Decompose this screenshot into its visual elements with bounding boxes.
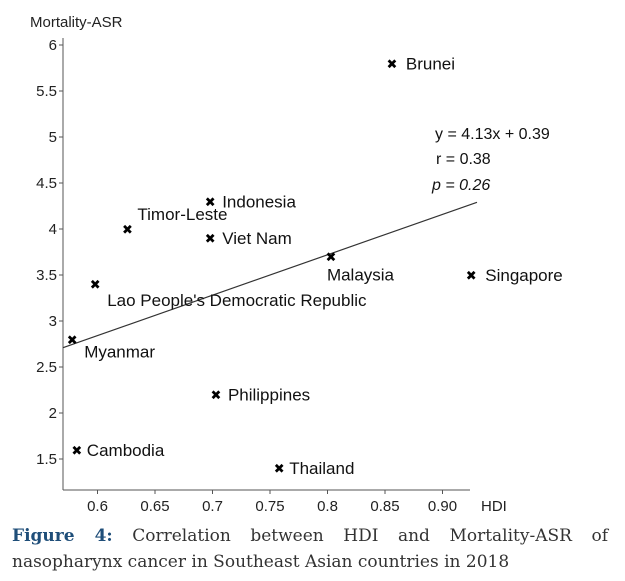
y-tick-label: 2 [49, 405, 57, 422]
data-point-label: Malaysia [327, 266, 395, 285]
data-point-label: Thailand [289, 459, 354, 478]
x-tick-label: 0.7 [202, 498, 223, 515]
trend-line [62, 201, 478, 349]
data-point-label: Singapore [485, 266, 563, 285]
data-point-marker: ✖ [71, 444, 82, 459]
figure-label: Figure 4: [12, 526, 113, 546]
data-point-label: Brunei [406, 54, 455, 73]
x-tick-label: 0.85 [370, 498, 399, 515]
data-point-marker: ✖ [210, 389, 221, 404]
data-point-marker: ✖ [205, 232, 216, 247]
y-tick-label: 4.5 [36, 175, 57, 192]
data-point-label: Timor-Leste [137, 205, 227, 224]
y-tick-label: 3.5 [36, 267, 57, 284]
y-tick-label: 5 [49, 129, 57, 146]
x-tick-label: 0.75 [255, 498, 284, 515]
data-point-marker: ✖ [466, 269, 477, 284]
data-point-label: Cambodia [87, 441, 165, 460]
data-point-marker: ✖ [205, 195, 216, 210]
x-tick-label: 0.65 [140, 498, 169, 515]
figure-caption: Figure 4: Correlation between HDI and Mo… [12, 523, 608, 575]
r-annotation: r = 0.38 [436, 151, 491, 168]
y-axis-label: Mortality-ASR [30, 14, 123, 31]
data-point-marker: ✖ [122, 223, 133, 238]
y-tick-label: 2.5 [36, 359, 57, 376]
x-tick-label: 0.90 [428, 498, 457, 515]
data-point-label: Indonesia [222, 192, 296, 211]
y-tick-label: 5.5 [36, 83, 57, 100]
data-point-marker: ✖ [67, 333, 78, 348]
y-tick-label: 1.5 [36, 451, 57, 468]
p-annotation: p = 0.26 [431, 177, 490, 194]
data-point-marker: ✖ [90, 278, 101, 293]
data-point-marker: ✖ [325, 251, 336, 266]
scatter-chart: 1.5 2 2.5 3 3.5 4 4.5 5 5.5 6 0.6 0.65 0.7 0.75 0.8 0.8… [30, 14, 563, 515]
data-point-label: Philippines [228, 386, 310, 405]
data-point-marker: ✖ [386, 57, 397, 72]
equation-annotation: y = 4.13x + 0.39 [435, 126, 550, 143]
x-tick-label: 0.6 [87, 498, 108, 515]
x-axis-label: HDI [481, 498, 507, 515]
data-point-label: Viet Nam [222, 229, 292, 248]
x-tick-label: 0.8 [317, 498, 338, 515]
y-tick-label: 3 [49, 313, 57, 330]
y-tick-label: 4 [49, 221, 57, 238]
data-point-label: Myanmar [84, 342, 155, 361]
y-tick-label: 6 [49, 37, 57, 54]
caption-text: Correlation between HDI and Mortality-AS… [12, 526, 609, 572]
data-point-label: Lao People's Democratic Republic [107, 291, 367, 310]
data-point-marker: ✖ [274, 462, 285, 477]
